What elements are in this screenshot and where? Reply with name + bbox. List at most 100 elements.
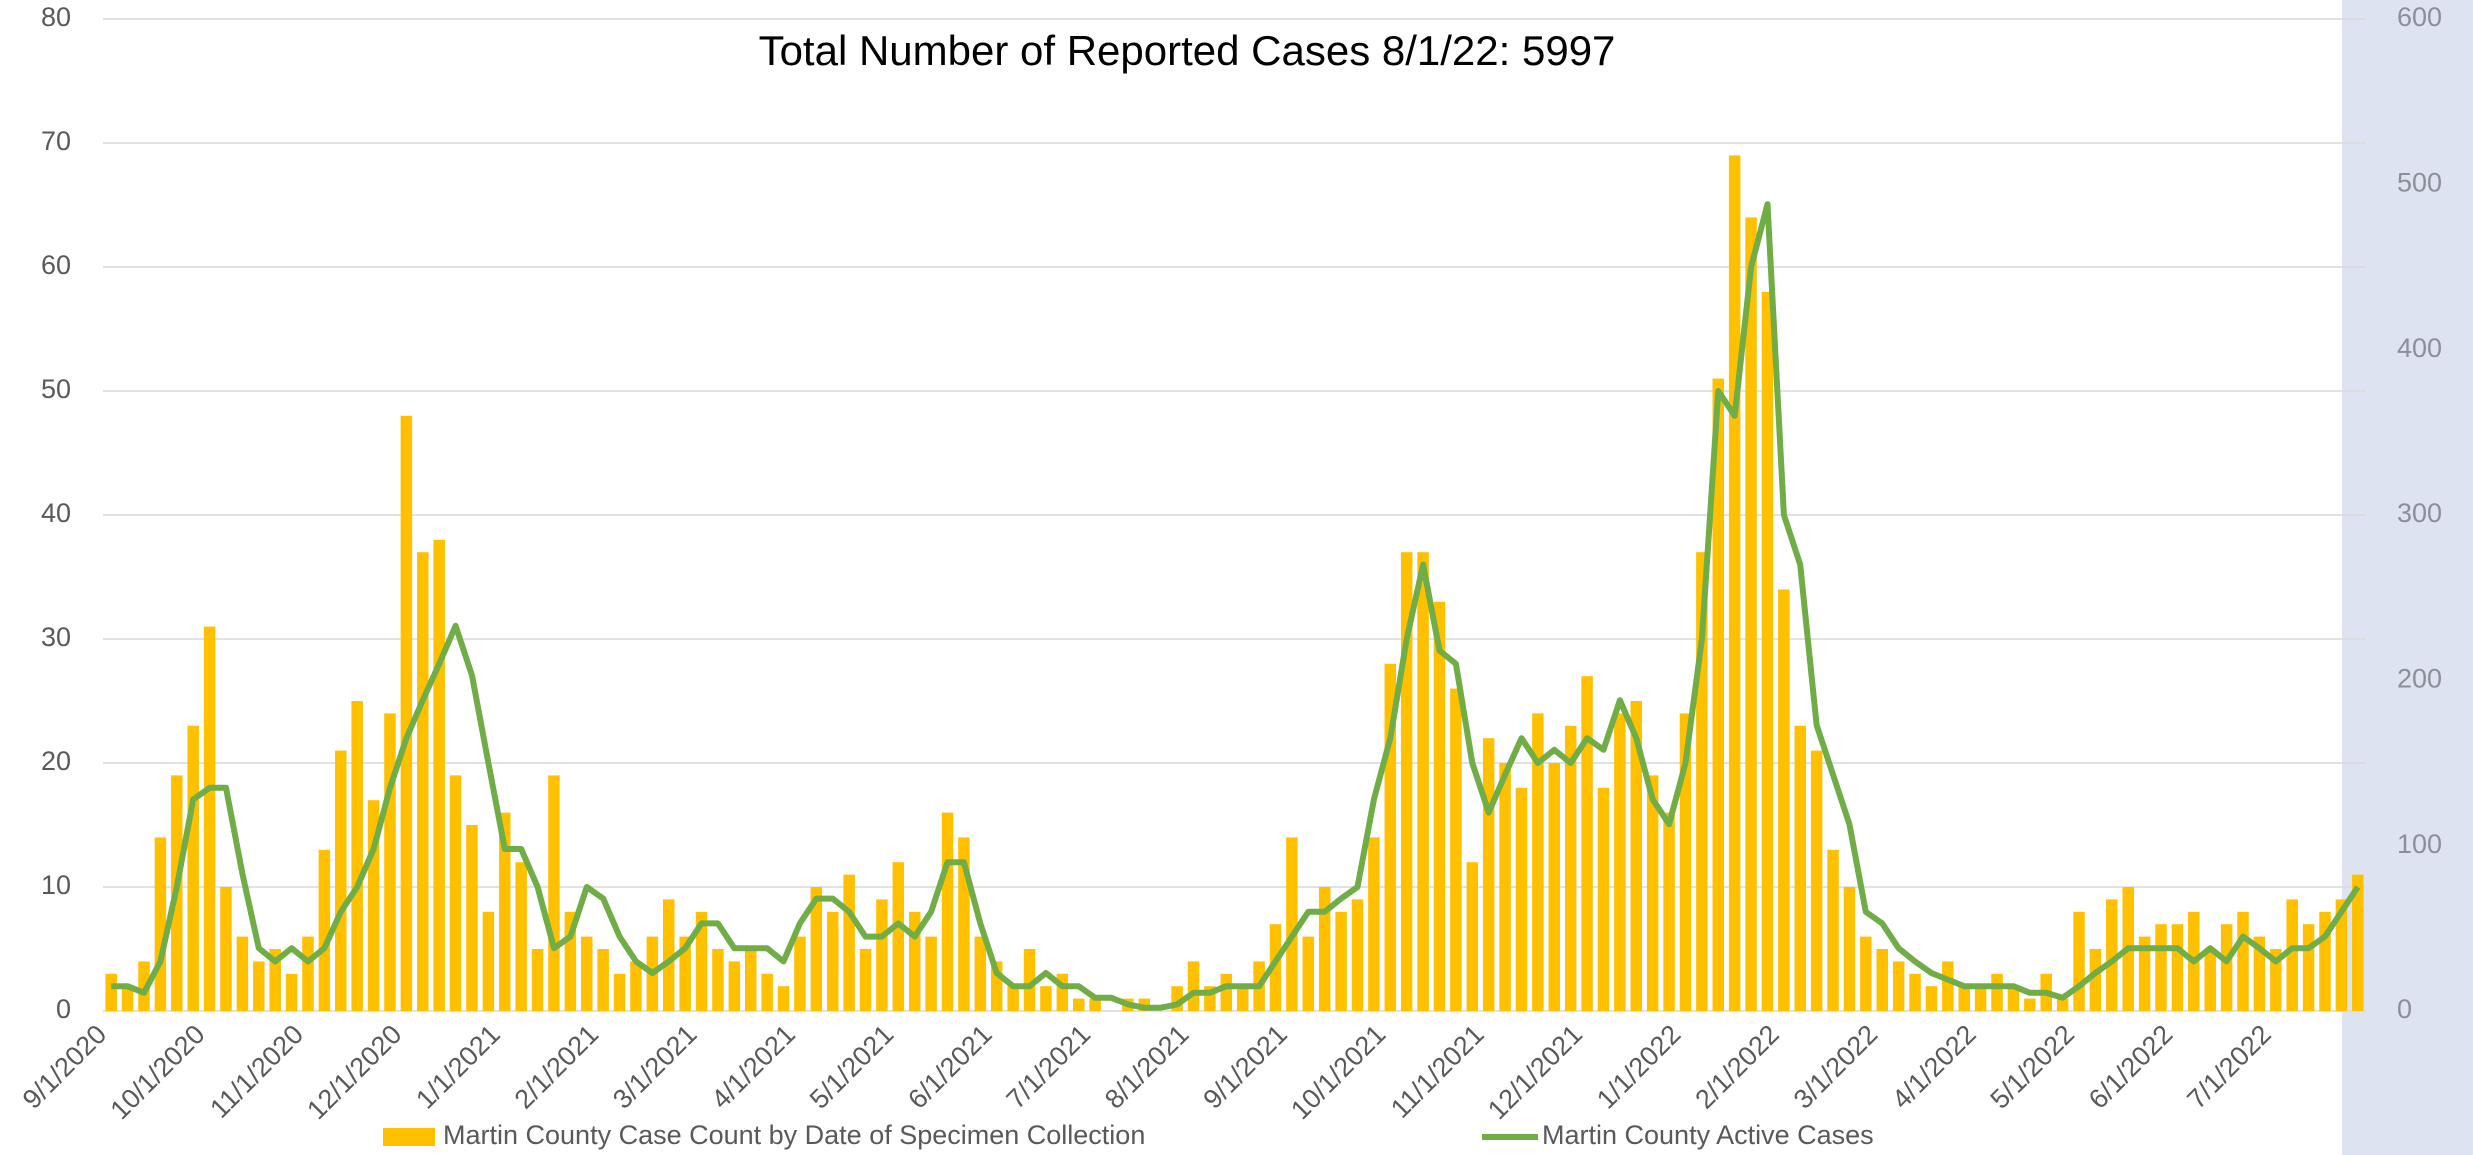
bar xyxy=(1843,887,1856,1011)
legend-label: Martin County Active Cases xyxy=(1542,1120,1874,1150)
bar xyxy=(761,973,773,1011)
bar xyxy=(1974,986,1987,1011)
bar xyxy=(1827,849,1839,1011)
bar xyxy=(2335,899,2348,1011)
bar xyxy=(876,899,888,1011)
x-tick-label: 3/1/2022 xyxy=(1788,1019,1884,1115)
bar xyxy=(548,775,560,1011)
bar xyxy=(269,949,281,1011)
bar xyxy=(1384,663,1397,1011)
bar xyxy=(941,812,954,1011)
bar xyxy=(1286,837,1298,1011)
bar xyxy=(712,949,724,1011)
y2-tick-label: 500 xyxy=(2397,167,2442,197)
bar xyxy=(859,949,872,1011)
x-tick-label: 6/1/2021 xyxy=(902,1019,998,1115)
selection-strip xyxy=(2342,0,2473,1155)
bar xyxy=(1056,973,1069,1011)
bar xyxy=(2220,924,2233,1011)
bar xyxy=(1466,862,1479,1011)
bar xyxy=(597,949,609,1011)
bar xyxy=(2171,924,2184,1011)
bar xyxy=(777,986,790,1011)
bar xyxy=(695,911,708,1011)
bar xyxy=(1991,973,2003,1011)
y-tick-label: 20 xyxy=(41,746,71,776)
bar xyxy=(220,887,232,1011)
bar xyxy=(449,775,462,1011)
bar xyxy=(826,911,839,1011)
bar xyxy=(2302,924,2315,1011)
bar xyxy=(121,986,134,1011)
bar xyxy=(1072,998,1085,1011)
bar xyxy=(1187,961,1200,1011)
y-tick-label: 60 xyxy=(41,250,71,280)
bar xyxy=(367,800,380,1011)
bar xyxy=(417,552,429,1011)
bar xyxy=(499,812,511,1011)
bar xyxy=(1942,961,1954,1011)
bar xyxy=(1712,378,1724,1012)
bar xyxy=(1646,775,1659,1011)
bar xyxy=(663,899,675,1011)
y-tick-label: 10 xyxy=(41,870,71,900)
bar xyxy=(728,961,741,1011)
bar xyxy=(1679,713,1692,1011)
bar xyxy=(794,936,806,1011)
bar xyxy=(138,961,150,1011)
y-tick-label: 0 xyxy=(56,994,71,1024)
bar xyxy=(2073,911,2085,1011)
x-tick-label: 10/1/2021 xyxy=(1285,1019,1391,1125)
bar xyxy=(335,750,347,1011)
bar xyxy=(1581,676,1593,1011)
bar xyxy=(400,415,413,1011)
bar xyxy=(2155,924,2167,1011)
x-tick-label: 5/1/2021 xyxy=(804,1019,900,1115)
bar xyxy=(1450,688,1462,1011)
bar xyxy=(2138,936,2151,1011)
bar xyxy=(1892,961,1905,1011)
bar xyxy=(810,887,823,1011)
bar xyxy=(302,936,314,1011)
bar xyxy=(384,713,396,1011)
active-cases-line xyxy=(111,201,2361,1011)
bar xyxy=(1482,738,1495,1011)
bar xyxy=(990,961,1003,1011)
x-tick-label: 1/1/2021 xyxy=(410,1019,506,1115)
bar xyxy=(1761,291,1774,1011)
bar xyxy=(2056,998,2069,1011)
x-tick-label: 7/1/2021 xyxy=(1001,1019,1097,1115)
bar xyxy=(1171,986,1183,1011)
x-tick-label: 4/1/2021 xyxy=(705,1019,801,1115)
bar xyxy=(2319,911,2331,1011)
y2-tick-label: 200 xyxy=(2397,663,2442,693)
bar xyxy=(745,949,757,1011)
bar xyxy=(1499,763,1511,1011)
bar xyxy=(630,961,642,1011)
x-tick-label: 11/1/2020 xyxy=(204,1019,309,1124)
bar xyxy=(1302,936,1315,1011)
bar xyxy=(1417,552,1429,1011)
x-tick-label: 3/1/2021 xyxy=(607,1019,703,1115)
bar xyxy=(1630,701,1643,1011)
y-tick-label: 50 xyxy=(41,374,71,404)
bar xyxy=(1532,713,1544,1011)
bar xyxy=(2286,899,2298,1011)
bar xyxy=(925,936,937,1011)
y2-tick-label: 600 xyxy=(2397,2,2442,32)
chart-title: Total Number of Reported Cases 8/1/22: 5… xyxy=(759,27,1616,74)
bar xyxy=(1040,986,1052,1011)
bar xyxy=(1368,837,1380,1011)
bar xyxy=(2237,911,2249,1011)
bar xyxy=(1794,725,1806,1011)
bar xyxy=(1696,552,1708,1011)
bar xyxy=(613,973,626,1011)
y2-tick-label: 100 xyxy=(2397,829,2442,859)
x-tick-label: 8/1/2021 xyxy=(1099,1019,1195,1115)
bar xyxy=(1909,973,1921,1011)
bar xyxy=(2352,874,2364,1011)
bar xyxy=(1023,949,1036,1011)
x-tick-label: 7/1/2022 xyxy=(2181,1019,2277,1115)
bar xyxy=(1269,924,1282,1011)
